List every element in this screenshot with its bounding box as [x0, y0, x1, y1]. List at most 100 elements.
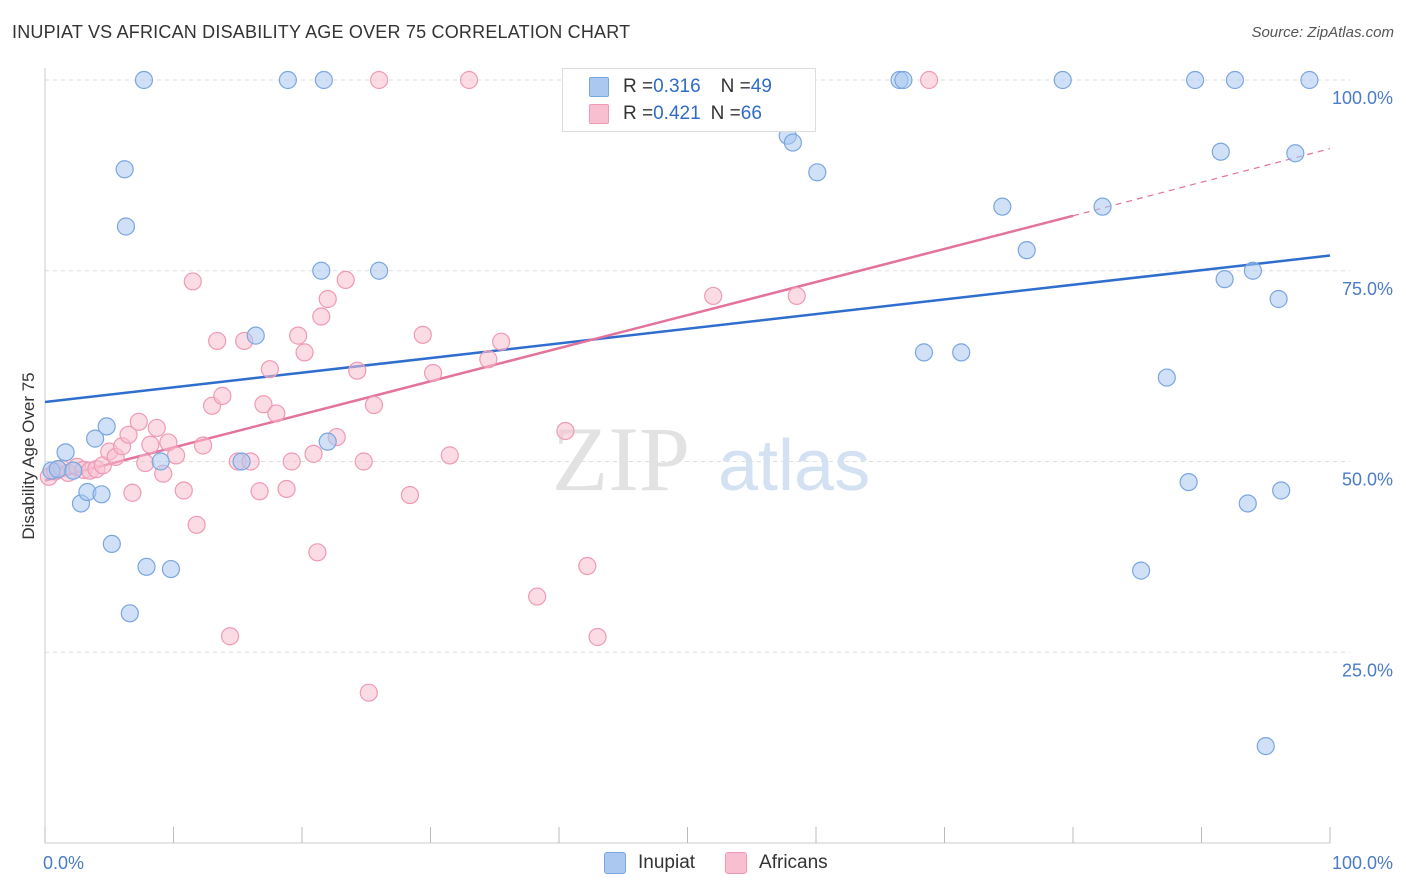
- bottom-legend-swatch-inupiat: [604, 852, 626, 874]
- africans-point: [919, 70, 939, 90]
- inupiat-point: [1269, 289, 1288, 309]
- legend-n-label: N =: [710, 103, 741, 124]
- inupiat-point: [1157, 368, 1176, 387]
- inupiat-point: [137, 557, 156, 576]
- inupiat-point: [97, 417, 116, 436]
- africans-point: [359, 683, 378, 702]
- watermark: ZIP atlas: [552, 408, 870, 510]
- africans-point: [129, 412, 148, 431]
- legend-n-value: 49: [750, 76, 772, 97]
- legend-box: R = 0.316 N = 49 R = 0.421 N = 66: [562, 68, 816, 132]
- africans-point: [312, 307, 331, 326]
- africans-point: [141, 435, 160, 454]
- africans-point: [787, 286, 806, 306]
- inupiat-point: [1238, 494, 1257, 513]
- trend-lines: [44, 148, 1331, 482]
- inupiat-point: [952, 343, 971, 362]
- legend-r-value: 0.316: [653, 76, 701, 97]
- inupiat-point: [115, 160, 134, 179]
- inupiat-point: [134, 70, 154, 90]
- legend-swatch-africans: [589, 104, 609, 124]
- africans-point: [318, 289, 337, 309]
- africans-point: [123, 483, 142, 502]
- africans-point: [187, 515, 206, 534]
- africans-point: [413, 325, 432, 344]
- inupiat-point: [1286, 144, 1305, 163]
- africans-point: [119, 425, 138, 444]
- inupiat-point: [314, 70, 333, 90]
- trend-line-inupiat: [44, 254, 1331, 404]
- bottom-legend-africans: Africans: [725, 852, 828, 874]
- data-points: [39, 70, 1319, 756]
- legend-swatch-inupiat: [589, 77, 609, 97]
- bottom-legend-inupiat: Inupiat: [604, 852, 695, 874]
- inupiat-point: [151, 452, 170, 471]
- inupiat-point: [1093, 197, 1112, 216]
- inupiat-point: [312, 261, 331, 280]
- legend-r-value: 0.421: [653, 103, 701, 124]
- africans-point: [295, 343, 314, 362]
- inupiat-point: [370, 261, 389, 280]
- africans-point: [704, 286, 723, 306]
- africans-point: [193, 436, 213, 455]
- bottom-legend-label-inupiat: Inupiat: [638, 852, 696, 873]
- inupiat-point: [914, 343, 934, 362]
- africans-point: [479, 350, 498, 369]
- bottom-legend-swatch-africans: [725, 852, 748, 874]
- legend-row-inupiat: R = 0.316 N = 49: [589, 74, 772, 100]
- africans-point: [423, 363, 443, 383]
- source-label: Source: ZipAtlas.com: [1251, 24, 1394, 41]
- africans-point: [440, 446, 459, 465]
- africans-point: [370, 70, 389, 90]
- axes: 25.0% 50.0% 75.0% 100.0% 0.0% 100.0%: [43, 68, 1393, 873]
- inupiat-point: [993, 197, 1012, 216]
- africans-point: [174, 481, 193, 500]
- africans-point: [354, 452, 373, 471]
- africans-point: [528, 587, 547, 606]
- watermark-atlas: atlas: [718, 426, 870, 506]
- legend-row-africans: R = 0.421 N = 66: [589, 101, 762, 127]
- legend-n-label: N =: [720, 76, 751, 97]
- africans-point: [282, 452, 301, 471]
- bottom-legend-label-africans: Africans: [759, 852, 828, 873]
- africans-point: [289, 326, 308, 345]
- y-tick-label: 50.0%: [1342, 470, 1393, 490]
- africans-point: [250, 482, 269, 501]
- inupiat-point: [318, 432, 337, 451]
- africans-point: [208, 331, 227, 351]
- africans-point: [556, 421, 575, 441]
- africans-point: [267, 404, 286, 423]
- inupiat-point: [86, 429, 105, 448]
- inupiat-point: [246, 326, 265, 345]
- y-tick-label: 25.0%: [1342, 660, 1393, 680]
- africans-point: [183, 272, 202, 291]
- africans-point: [336, 270, 355, 290]
- inupiat-point: [1017, 241, 1036, 260]
- inupiat-point: [92, 485, 111, 504]
- africans-point: [588, 627, 607, 647]
- x-tick-label: 100.0%: [1332, 853, 1393, 873]
- legend-n-value: 66: [740, 103, 762, 124]
- inupiat-point: [1215, 270, 1234, 289]
- legend-r-label: R =: [623, 76, 654, 97]
- inupiat-point: [894, 70, 913, 90]
- inupiat-point: [1211, 142, 1230, 161]
- inupiat-point: [120, 604, 139, 623]
- africans-point: [348, 361, 367, 380]
- y-axis-title: Disability Age Over 75: [19, 372, 38, 539]
- inupiat-point: [278, 70, 297, 90]
- inupiat-point: [1132, 561, 1151, 580]
- inupiat-point: [48, 460, 67, 479]
- x-tick-label: 0.0%: [43, 853, 84, 873]
- watermark-zip: ZIP: [552, 408, 690, 510]
- africans-point: [364, 395, 384, 415]
- africans-point: [213, 386, 232, 405]
- inupiat-point: [1300, 70, 1319, 90]
- africans-point: [147, 418, 166, 438]
- inupiat-point: [1272, 481, 1291, 500]
- africans-point: [304, 444, 323, 463]
- inupiat-point: [1179, 473, 1198, 492]
- bottom-legend: Inupiat Africans: [604, 852, 858, 874]
- chart-title: INUPIAT VS AFRICAN DISABILITY AGE OVER 7…: [12, 22, 631, 42]
